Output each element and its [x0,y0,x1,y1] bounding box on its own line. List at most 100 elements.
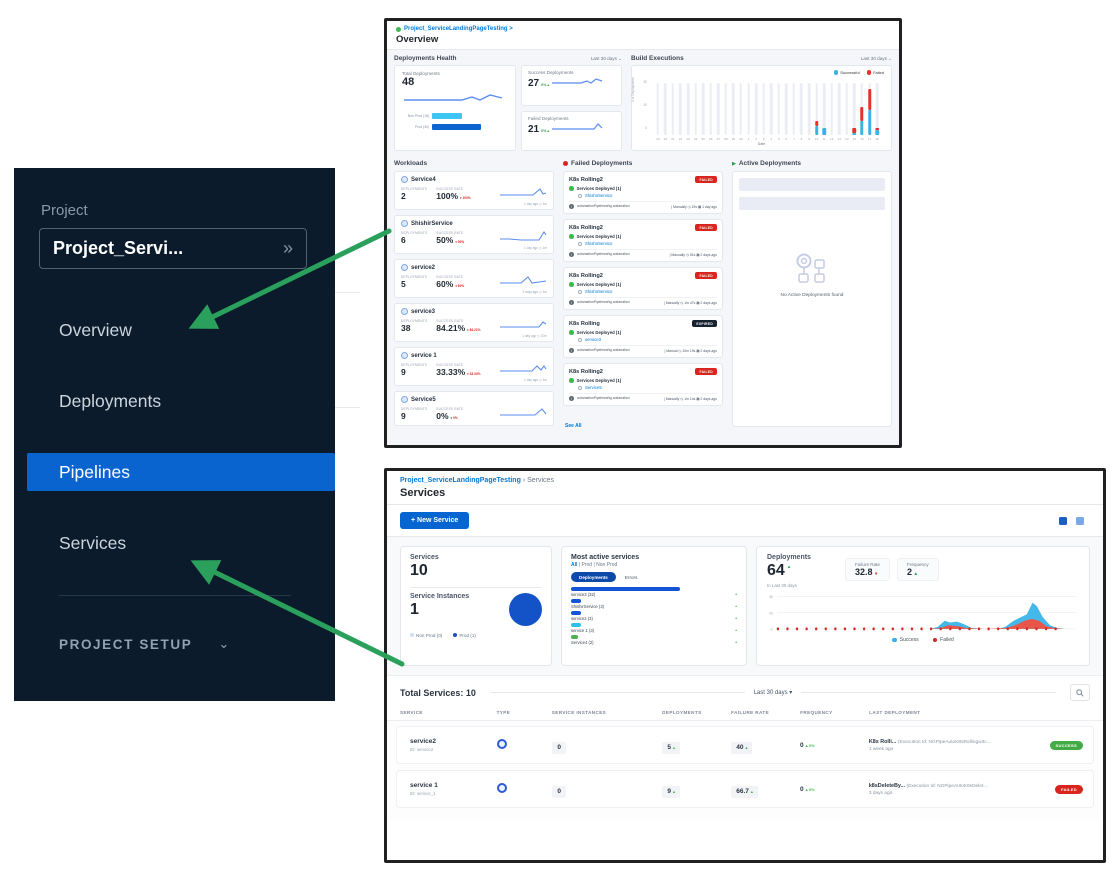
most-active-row[interactable]: service 1 (3) ▴ [571,623,737,633]
breadcrumb-project-link[interactable]: Project_ServiceLandingPageTesting [400,477,521,484]
failure-rate-value: 40 ▴ [731,741,753,754]
bar-slot [715,83,723,135]
project-selector[interactable]: Project_Servi... » [39,228,307,269]
failed-deployments-list: K8s Rolling2 FAILED Services Deployed (1) S… [563,171,723,406]
workload-card[interactable]: service 1 DEPLOYMENTS 9 SUCCESS RATE 33.33% ▾… [394,347,554,386]
deployments-label: DEPLOYMENTS [401,319,428,323]
workload-footer: 1 day ago ◷ 1m [524,246,547,250]
success-dot-icon [569,186,574,191]
most-active-filters: All | Prod | Non Prod [571,562,618,568]
legend-nonprod: Non Prod (0) [410,633,442,638]
project-selector-value: Project_Servi... [53,238,184,258]
total-deployments-card[interactable]: Total Deployments 48 Non Prod (18) Prod [394,65,516,151]
service-bar-label: Service4 (2) [571,639,594,645]
services-deployed: Services Deployed (1) [576,378,622,383]
x-tick: 25 [701,137,705,141]
col-last-deployment: LAST DEPLOYMENT [869,710,921,715]
service-link[interactable]: Service5 [585,385,602,390]
sidebar-item-pipelines[interactable]: Pipelines [27,453,335,491]
svg-text:0: 0 [771,627,773,631]
sidebar-item-deployments[interactable]: Deployments [59,390,162,411]
workloads-column: Workloads Service4 DEPLOYMENTS 2 SUCCESS RA… [394,158,554,430]
search-button[interactable] [1070,684,1090,701]
service-link[interactable]: ShishirService [585,289,613,294]
bar-slot [866,83,874,135]
see-all-link[interactable]: See All [565,423,588,429]
project-setup-toggle[interactable]: PROJECT SETUP ⌄ [59,636,335,652]
most-active-row[interactable]: Service4 (2) ▴ [571,635,737,645]
filter-prod[interactable]: Prod [581,562,593,568]
grid-view-icon[interactable] [1059,516,1067,525]
sidebar-item-overview[interactable]: Overview [59,319,132,340]
filter-all[interactable]: All [571,562,578,568]
tab-errors[interactable]: Errors [624,574,638,580]
x-tick: 19 [656,137,660,141]
failed-deployment-card[interactable]: K8s Rolling2 FAILED Services Deployed (1) S… [563,219,723,262]
filter-nonprod[interactable]: Non Prod [596,562,618,568]
sparkline [500,230,547,241]
workload-card[interactable]: Service4 DEPLOYMENTS 2 SUCCESS RATE 100% ▾ 10… [394,171,554,210]
success-deployments-card[interactable]: Success Deployments 27 0% ▴ [521,65,622,106]
most-active-row[interactable]: service3 (32) ▴ [571,587,737,597]
active-deployments-panel: No Active Deployments found [732,171,892,427]
bar-slot [699,83,707,135]
new-service-button[interactable]: + New Service [400,512,470,529]
list-view-icon[interactable] [1076,516,1084,525]
workload-card[interactable]: ShishirService DEPLOYMENTS 6 SUCCESS RATE 50… [394,215,554,254]
workload-name: service 1 [411,352,437,359]
overview-body: Deployments Health Last 30 days ⌄ Total … [387,50,899,445]
service-bar [571,635,578,639]
svg-text:40: 40 [769,595,773,599]
x-tick: 24 [693,137,698,141]
y-axis: 20 10 0 [643,80,647,130]
workload-card[interactable]: service2 DEPLOYMENTS 5 SUCCESS RATE 60% ▾ 60%… [394,259,554,298]
x-tick: 20 [663,137,668,141]
execution-meta: | Manually ◷ 1m 47s ▦ 2 days ago [663,300,717,305]
x-tick: 26 [709,137,713,141]
project-status-dot [396,26,401,32]
deployments-value: 64 [767,562,785,579]
trend-up-icon: ▴ [673,789,676,794]
most-active-row[interactable]: service2 (3) ▴ [571,611,737,621]
table-row[interactable]: service2 ID: service2 0 5 ▴ 40 ▴ 0 ▴ 0% K8s Rolli… [396,726,1094,764]
failed-deployment-card[interactable]: K8s Rolling EXPIRED Services Deployed (1) s… [563,315,723,358]
bar-slot [843,83,851,135]
col-service: SERVICE [400,710,423,715]
x-tick: 14 [845,137,849,141]
bar-slot [737,83,745,135]
range-dropdown[interactable]: Last 30 days ⌄ [590,55,622,61]
rate-delta-down: ▾ 100% [460,196,471,200]
success-dot-icon [569,330,574,335]
service-link[interactable]: service3 [585,337,602,342]
breadcrumb[interactable]: Project_ServiceLandingPageTesting > [404,26,513,32]
table-range-dropdown[interactable]: Last 30 days ▾ [753,690,793,696]
sidebar-item-services[interactable]: Services [59,532,127,553]
service-link[interactable]: ShishirService [585,193,613,198]
empty-state-text: No Active Deployments found [780,293,844,298]
y-axis-label: # of Deployments [631,77,635,102]
service-bar-label: service2 (3) [571,615,593,621]
tab-deployments[interactable]: Deployments [571,572,616,582]
table-row[interactable]: service 1 ID: service_1 0 9 ▴ 66.7 ▴ 0 ▴ 0% k8sDe… [396,770,1094,808]
workload-footer: 1 day ago ◷ 1m [524,378,547,382]
failed-deployments-card[interactable]: Failed Deployments 21 0% ▴ [521,110,622,151]
failed-deployment-card[interactable]: K8s Rolling2 FAILED Services Deployed (1) S… [563,363,723,406]
range-dropdown[interactable]: Last 30 days ⌄ [860,55,892,61]
table-controls: Total Services: 10 Last 30 days ▾ [387,676,1103,707]
most-active-row[interactable]: ShishirService (3) ▴ [571,599,737,609]
pipeline-name: K8s Rolling [569,320,600,327]
failed-deployment-card[interactable]: K8s Rolling2 FAILED Services Deployed (1) S… [563,267,723,310]
kubernetes-type-icon [497,739,508,749]
service-link[interactable]: ShishirService [585,241,613,246]
workload-card[interactable]: service3 DEPLOYMENTS 38 SUCCESS RATE 84.21% ▾… [394,303,554,342]
failed-icon [563,161,568,166]
prod-bar-label: Prod (30) [414,124,429,129]
services-deployed: Services Deployed (1) [576,330,622,335]
workload-card[interactable]: Service5 DEPLOYMENTS 9 SUCCESS RATE 0% ▾ 0% [394,391,554,426]
services-deployed: Services Deployed (1) [576,186,622,191]
failed-deployment-card[interactable]: K8s Rolling2 FAILED Services Deployed (1) S… [563,171,723,214]
nonprod-bar [432,112,462,119]
most-active-list: service3 (32) ▴ ShishirService (3) ▴ service… [571,587,737,645]
failed-deployments-column: Failed Deployments K8s Rolling2 FAILED Ser… [563,158,723,430]
x-tick: 5 [777,137,780,141]
